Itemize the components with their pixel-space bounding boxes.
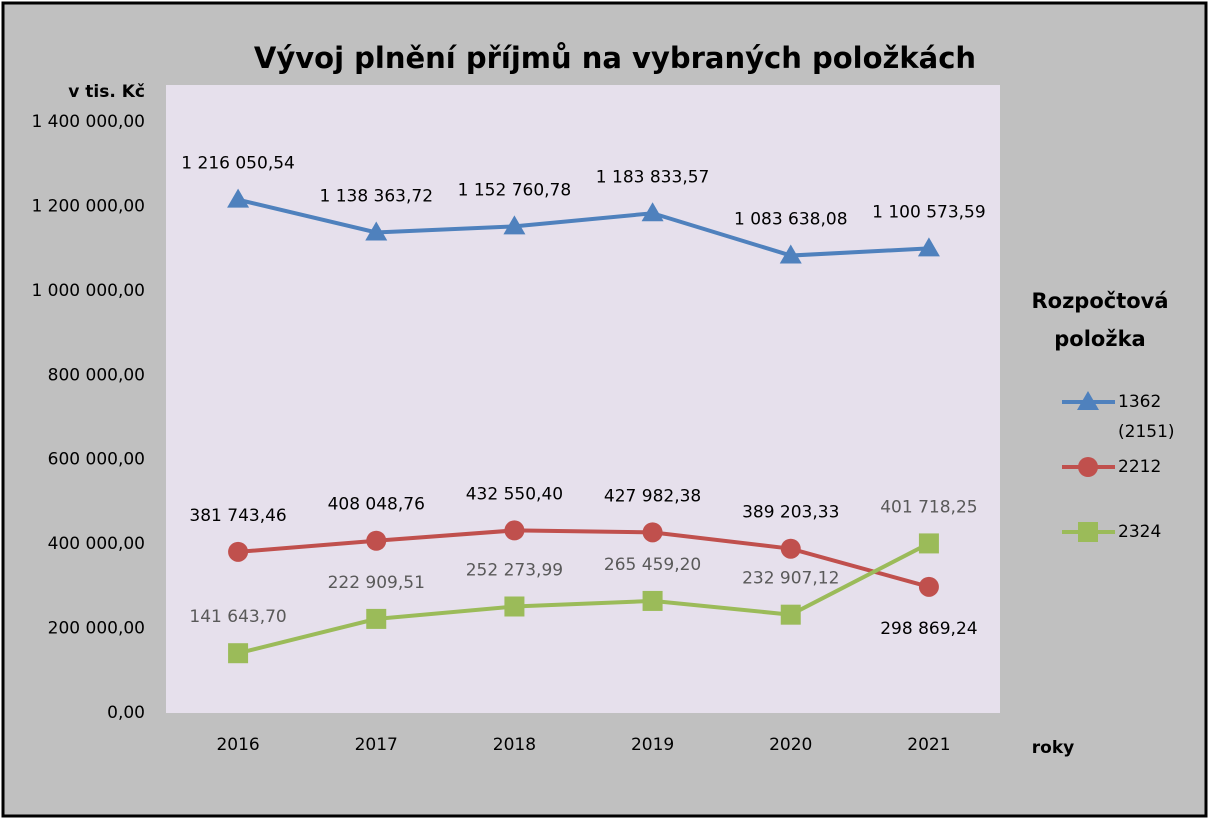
legend-label: 1362 (2151) bbox=[1118, 392, 1175, 442]
legend-marker bbox=[1078, 457, 1098, 477]
series-line bbox=[237, 528, 930, 589]
x-tick-label: 2019 bbox=[631, 735, 674, 755]
legend-marker bbox=[1078, 522, 1098, 542]
data-label: 141 643,70 bbox=[189, 607, 286, 627]
data-point bbox=[917, 237, 940, 257]
series-line bbox=[237, 197, 930, 258]
data-point bbox=[228, 541, 249, 562]
x-tick-label: 2018 bbox=[493, 735, 536, 755]
data-point bbox=[228, 643, 249, 664]
data-label: 1 100 573,59 bbox=[872, 202, 986, 222]
legend-title: Rozpočtová položka bbox=[1031, 289, 1169, 351]
x-tick-label: 2017 bbox=[355, 735, 398, 755]
plot-area bbox=[166, 85, 1000, 713]
y-axis-label: v tis. Kč bbox=[68, 82, 145, 102]
data-point bbox=[780, 538, 801, 559]
data-point bbox=[779, 244, 802, 264]
y-tick-label: 800 000,00 bbox=[48, 365, 145, 385]
data-label: 408 048,76 bbox=[328, 495, 425, 515]
data-point bbox=[641, 202, 664, 222]
y-tick-label: 400 000,00 bbox=[48, 534, 145, 554]
data-label: 401 718,25 bbox=[880, 497, 977, 517]
y-tick-label: 1 000 000,00 bbox=[31, 281, 145, 301]
x-axis-label: roky bbox=[1032, 738, 1074, 758]
data-label: 432 550,40 bbox=[466, 484, 563, 504]
data-point bbox=[504, 596, 525, 617]
y-tick-label: 1 200 000,00 bbox=[31, 196, 145, 216]
data-point bbox=[918, 576, 939, 597]
y-tick-label: 0,00 bbox=[107, 703, 145, 723]
data-label: 1 138 363,72 bbox=[319, 186, 433, 206]
y-tick-label: 600 000,00 bbox=[48, 450, 145, 470]
x-tick-label: 2020 bbox=[769, 735, 812, 755]
data-point bbox=[227, 188, 250, 208]
data-point bbox=[918, 533, 939, 554]
data-point bbox=[366, 608, 387, 629]
legend-marker bbox=[1077, 391, 1099, 410]
data-point bbox=[504, 520, 525, 541]
data-label: 381 743,46 bbox=[189, 506, 286, 526]
data-label: 252 273,99 bbox=[466, 561, 563, 581]
data-label: 1 083 638,08 bbox=[734, 210, 848, 230]
x-tick-label: 2021 bbox=[907, 735, 950, 755]
data-label: 1 183 833,57 bbox=[596, 167, 710, 187]
data-label: 232 907,12 bbox=[742, 569, 839, 589]
y-tick-label: 200 000,00 bbox=[48, 619, 145, 639]
data-point bbox=[365, 221, 388, 241]
data-point bbox=[780, 604, 801, 625]
data-label: 222 909,51 bbox=[328, 573, 425, 593]
y-tick-label: 1 400 000,00 bbox=[31, 112, 145, 132]
data-label: 1 216 050,54 bbox=[181, 154, 295, 174]
data-point bbox=[642, 522, 663, 543]
data-point bbox=[366, 530, 387, 551]
data-label: 427 982,38 bbox=[604, 486, 701, 506]
data-point bbox=[503, 215, 526, 235]
legend-label: 2324 bbox=[1118, 522, 1162, 542]
data-point bbox=[642, 590, 663, 611]
data-label: 1 152 760,78 bbox=[458, 180, 572, 200]
series-line bbox=[237, 541, 930, 656]
data-label: 298 869,24 bbox=[880, 619, 977, 639]
data-label: 265 459,20 bbox=[604, 555, 701, 575]
data-label: 389 203,33 bbox=[742, 503, 839, 523]
legend-label: 2212 bbox=[1118, 457, 1162, 477]
x-tick-label: 2016 bbox=[216, 735, 259, 755]
chart-title: Vývoj plnění příjmů na vybraných položká… bbox=[254, 41, 976, 75]
